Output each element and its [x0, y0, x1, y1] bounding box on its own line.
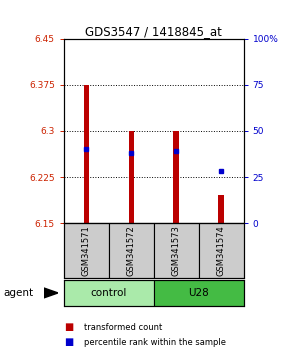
Text: control: control	[90, 288, 127, 298]
Bar	[218, 195, 224, 223]
Text: GSM341573: GSM341573	[172, 225, 181, 276]
Polygon shape	[44, 288, 58, 298]
Bar	[199, 223, 244, 278]
Bar	[84, 85, 89, 223]
Text: ■: ■	[64, 337, 73, 347]
Bar	[173, 131, 179, 223]
Text: GSM341571: GSM341571	[82, 225, 91, 276]
Title: GDS3547 / 1418845_at: GDS3547 / 1418845_at	[85, 25, 222, 38]
Bar	[64, 223, 109, 278]
Bar	[109, 223, 154, 278]
Text: percentile rank within the sample: percentile rank within the sample	[84, 338, 226, 347]
Bar	[154, 223, 199, 278]
Text: agent: agent	[3, 288, 33, 298]
Bar	[64, 280, 154, 306]
Text: U28: U28	[188, 288, 209, 298]
Text: transformed count: transformed count	[84, 323, 162, 332]
Text: ■: ■	[64, 322, 73, 332]
Text: GSM341572: GSM341572	[127, 225, 136, 276]
Bar	[128, 131, 134, 223]
Bar	[154, 280, 244, 306]
Text: GSM341574: GSM341574	[217, 225, 226, 276]
